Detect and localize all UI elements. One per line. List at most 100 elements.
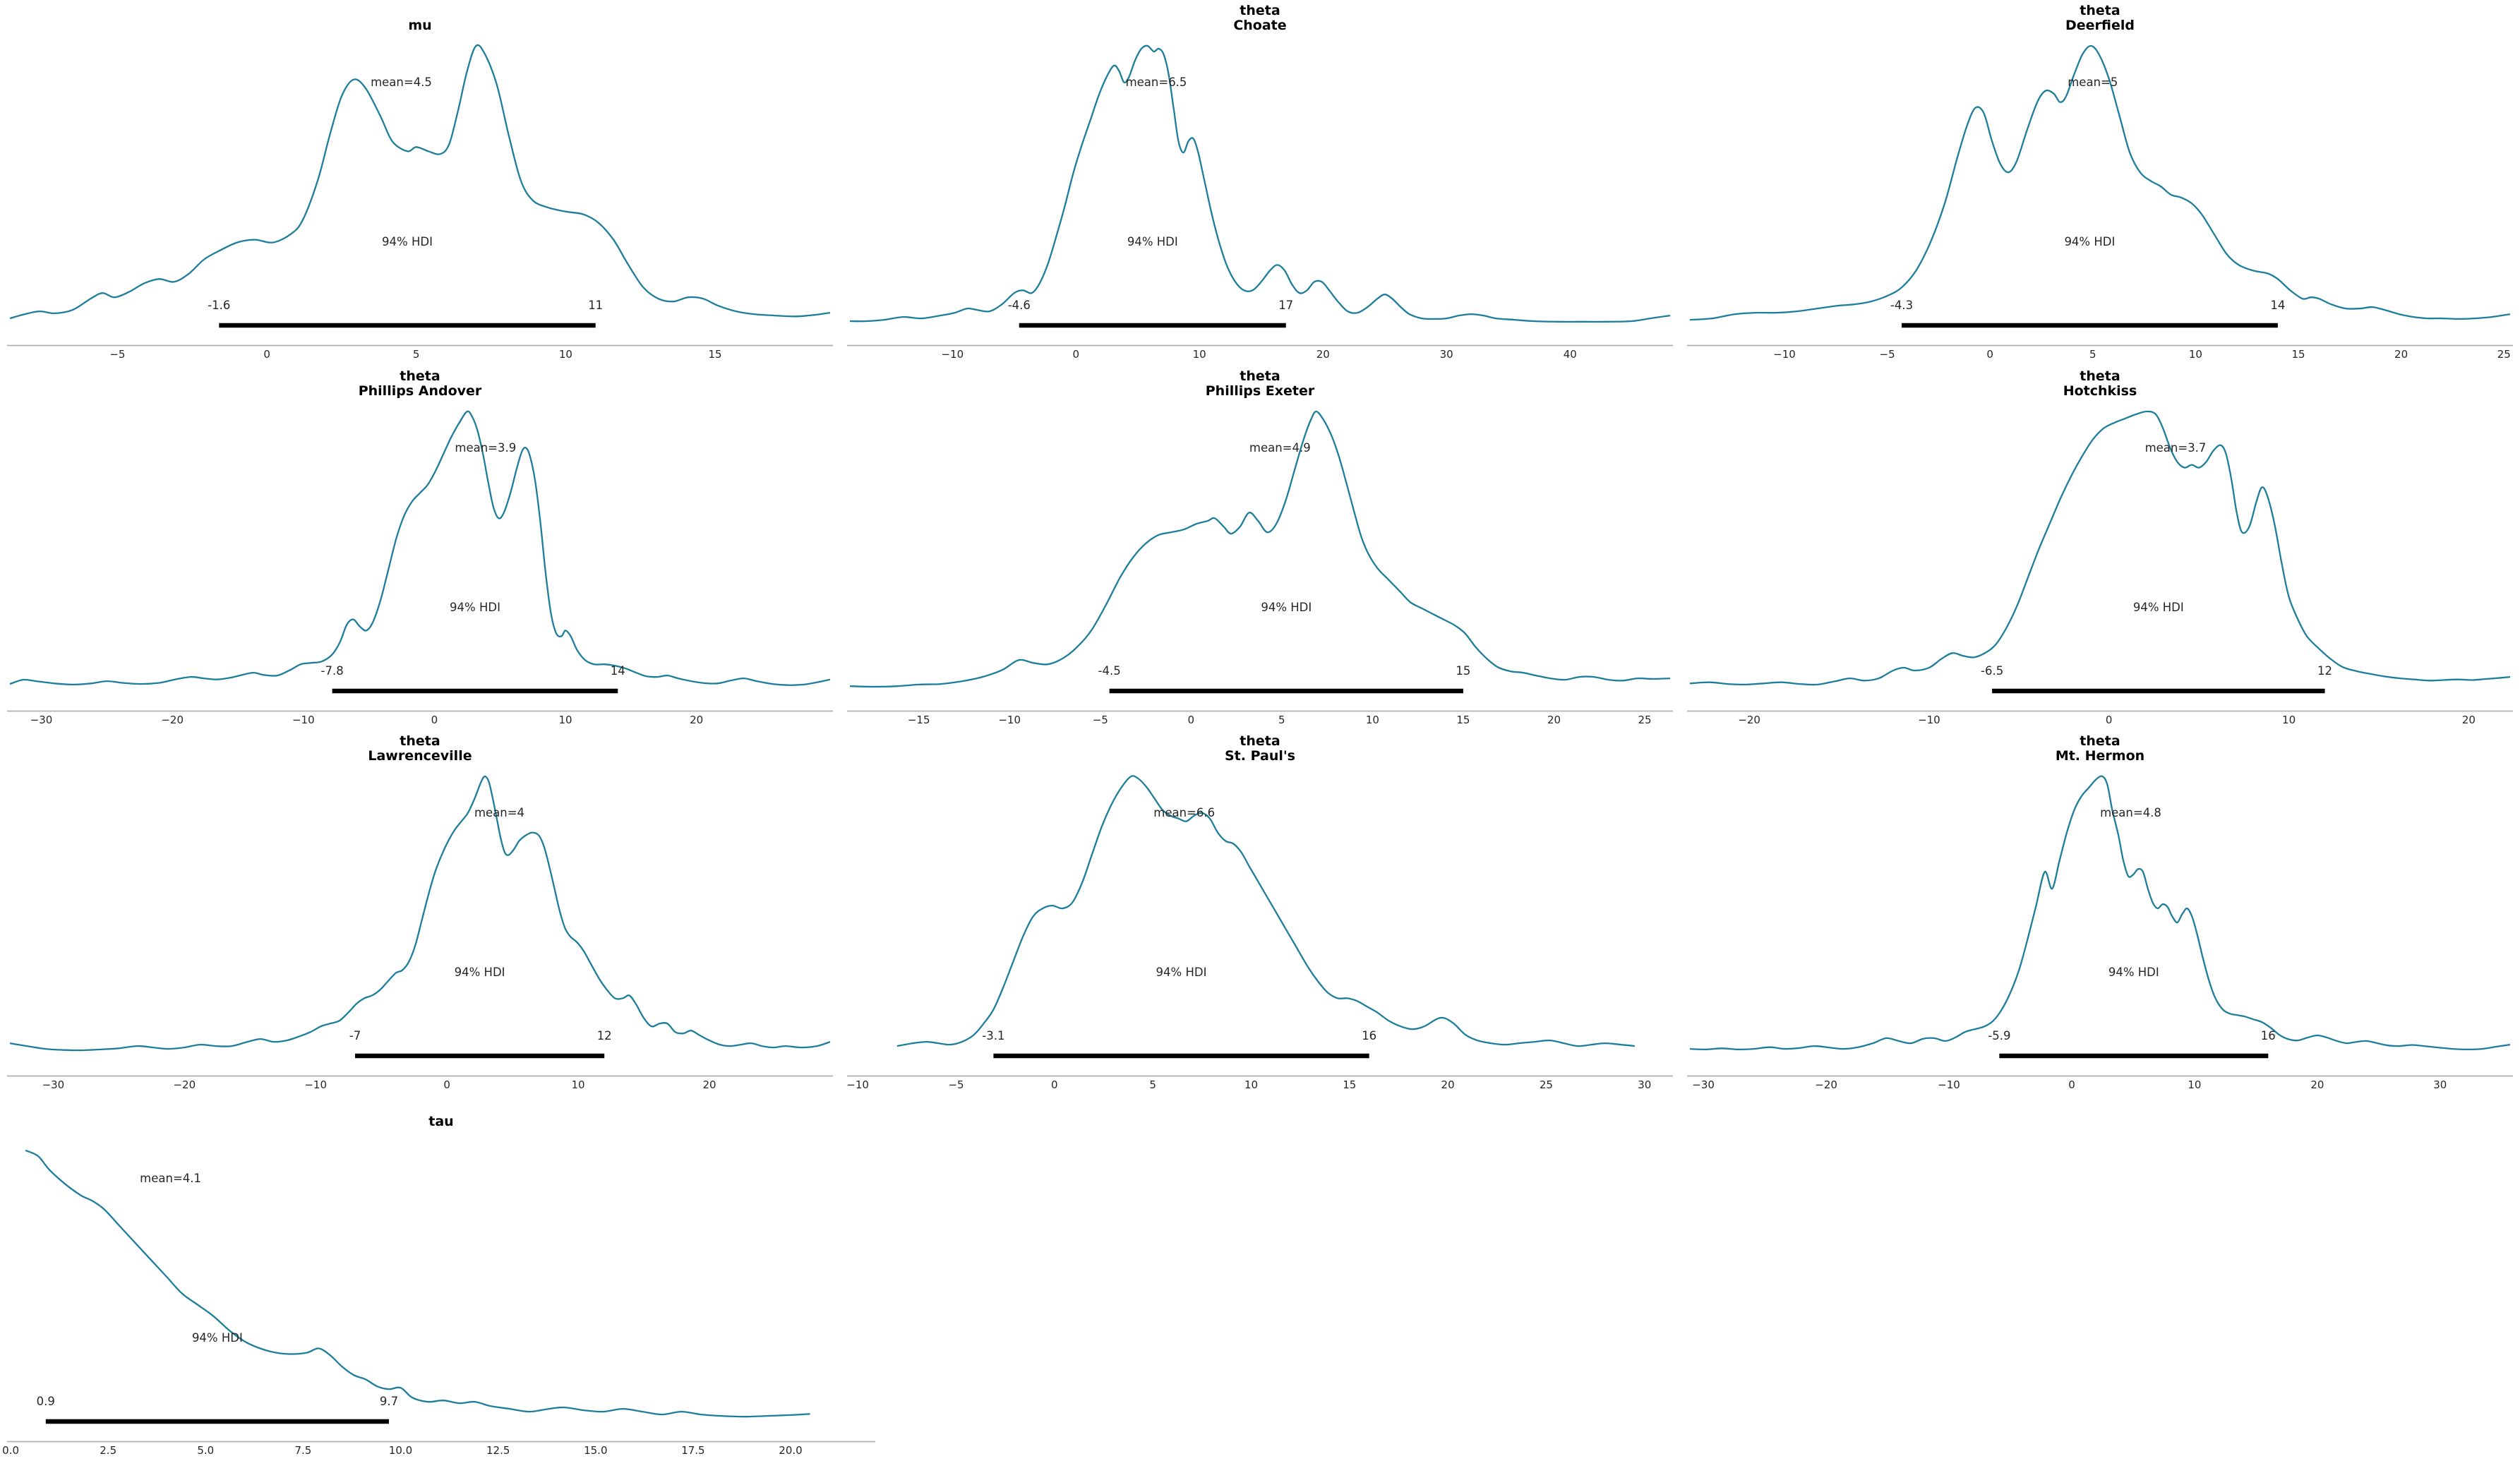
x-tick-label: −30	[1692, 1078, 1715, 1091]
hdi-upper-value: 14	[610, 664, 625, 678]
x-tick-label: 5	[2089, 348, 2096, 361]
mean-label: mean=4.9	[1249, 441, 1311, 455]
hdi-upper-value: 17	[1278, 299, 1294, 312]
mean-label: mean=3.9	[455, 441, 517, 455]
hdi-label: 94% HDI	[2064, 235, 2116, 248]
hdi-label: 94% HDI	[2108, 966, 2159, 979]
plot-title: theta Phillips Andover	[0, 366, 840, 399]
kde-curve	[896, 775, 1635, 1047]
x-tick-label: 15	[1456, 714, 1470, 726]
hdi-lower-value: -1.6	[208, 299, 231, 312]
hdi-label: 94% HDI	[450, 601, 500, 614]
plot-title: theta Mt. Hermon	[1680, 730, 2520, 764]
x-tick-label: 10	[558, 714, 572, 726]
x-tick-label: 0	[443, 1078, 450, 1091]
hdi-upper-value: 12	[2317, 664, 2332, 678]
plot-title-line: Mt. Hermon	[2055, 748, 2145, 764]
hdi-lower-value: -7.8	[320, 664, 344, 678]
plot-title-line: mu	[408, 18, 432, 33]
x-tick-label: 10	[2188, 1078, 2202, 1091]
hdi-label: 94% HDI	[1127, 235, 1178, 248]
x-tick-label: 20	[1316, 348, 1330, 361]
x-tick-label: 25	[1539, 1078, 1553, 1091]
plot-title: theta Choate	[840, 0, 1680, 33]
x-tick-label: 20	[2310, 1078, 2324, 1091]
x-tick-label: 10.0	[388, 1444, 413, 1457]
posterior-subplot-theta-lawrenceville: theta Lawrenceville mean=4 94% HDI -7 12 …	[0, 730, 840, 1095]
x-tick-label: −20	[173, 1078, 196, 1091]
x-tick-label: 15	[708, 348, 722, 361]
mean-label: mean=5	[2068, 76, 2118, 89]
kde-plot-area	[1687, 775, 2513, 1077]
posterior-subplot-theta-phillips-andover: theta Phillips Andover mean=3.9 94% HDI -…	[0, 366, 840, 730]
x-tick-label: 5	[412, 348, 420, 361]
mean-label: mean=6.5	[1125, 76, 1187, 89]
x-tick-label: 15.0	[584, 1444, 608, 1457]
kde-plot-area	[7, 775, 833, 1077]
x-tick-label: 0	[1051, 1078, 1058, 1091]
x-tick-label: −10	[846, 1078, 869, 1091]
hdi-label: 94% HDI	[2132, 601, 2184, 614]
plot-title-line: Lawrenceville	[368, 748, 472, 764]
x-tick-label: 25	[2497, 348, 2511, 361]
plot-title: tau	[0, 1096, 882, 1129]
hdi-label: 94% HDI	[1261, 601, 1312, 614]
x-tick-label: 0.0	[2, 1444, 20, 1457]
x-tick-label: 0	[1986, 348, 1993, 361]
plot-title-line: theta	[1240, 733, 1280, 749]
kde-curve	[9, 44, 831, 320]
plot-title-line: theta	[1240, 3, 1280, 18]
plot-title-line: theta	[2080, 368, 2120, 384]
plot-title-line: Choate	[1233, 18, 1287, 33]
posterior-subplot-theta-phillips-exeter: theta Phillips Exeter mean=4.9 94% HDI -4…	[840, 366, 1680, 730]
hdi-upper-value: 15	[1456, 664, 1471, 678]
x-tick-label: 25	[1638, 714, 1652, 726]
mean-label: mean=6.6	[1153, 806, 1216, 819]
posterior-subplot-theta-deerfield: theta Deerfield mean=5 94% HDI -4.3 14 −1…	[1680, 0, 2520, 365]
x-tick-label: −30	[42, 1078, 65, 1091]
x-tick-label: −10	[304, 1078, 328, 1091]
x-tick-label: 10	[2282, 714, 2296, 726]
kde-curve	[9, 410, 831, 686]
hdi-label: 94% HDI	[382, 235, 433, 248]
posterior-subplot-theta-mt-hermon: theta Mt. Hermon mean=4.8 94% HDI -5.9 16…	[1680, 730, 2520, 1095]
hdi-upper-value: 16	[2260, 1029, 2276, 1042]
plot-title-line: tau	[428, 1114, 454, 1129]
hdi-lower-value: -4.6	[1007, 299, 1031, 312]
posterior-subplot-mu: mu mean=4.5 94% HDI -1.6 11 −5 0 5 10 15	[0, 0, 840, 365]
kde-plot-area	[7, 410, 833, 712]
plot-title-line: theta	[2080, 3, 2120, 18]
x-tick-label: 40	[1563, 348, 1577, 361]
x-tick-label: 0	[263, 348, 270, 361]
plot-title: mu	[0, 0, 840, 33]
hdi-lower-value: -4.5	[1098, 664, 1121, 678]
x-tick-label: −5	[1092, 714, 1108, 726]
hdi-lower-value: -7	[349, 1029, 361, 1042]
kde-curve	[25, 1149, 810, 1418]
plot-title-line: theta	[400, 733, 440, 749]
x-tick-label: −20	[161, 714, 184, 726]
hdi-lower-value: -3.1	[982, 1029, 1005, 1042]
plot-title-line: Phillips Exeter	[1205, 383, 1315, 399]
hdi-lower-value: -6.5	[1980, 664, 2004, 678]
kde-curve	[1689, 775, 2511, 1051]
x-tick-label: −20	[1815, 1078, 1837, 1091]
hdi-label: 94% HDI	[454, 966, 505, 979]
posterior-subplot-theta-choate: theta Choate mean=6.5 94% HDI -4.6 17 −10…	[840, 0, 1680, 365]
plot-title-line: theta	[1240, 368, 1280, 384]
x-tick-label: −5	[948, 1078, 964, 1091]
hdi-upper-value: 16	[1362, 1029, 1377, 1042]
mean-label: mean=3.7	[2144, 441, 2207, 455]
x-tick-label: 12.5	[486, 1444, 510, 1457]
plot-title-line: St. Paul's	[1224, 748, 1295, 764]
kde-plot-area	[847, 775, 1673, 1077]
x-tick-label: 10	[558, 348, 572, 361]
x-tick-label: 20	[1441, 1078, 1455, 1091]
x-tick-label: 20	[2461, 714, 2476, 726]
x-tick-label: 5	[1278, 714, 1285, 726]
posterior-subplot-theta-st-pauls: theta St. Paul's mean=6.6 94% HDI -3.1 16…	[840, 730, 1680, 1095]
x-tick-label: 0	[431, 714, 438, 726]
x-tick-label: −15	[907, 714, 930, 726]
mean-label: mean=4.1	[140, 1172, 202, 1185]
